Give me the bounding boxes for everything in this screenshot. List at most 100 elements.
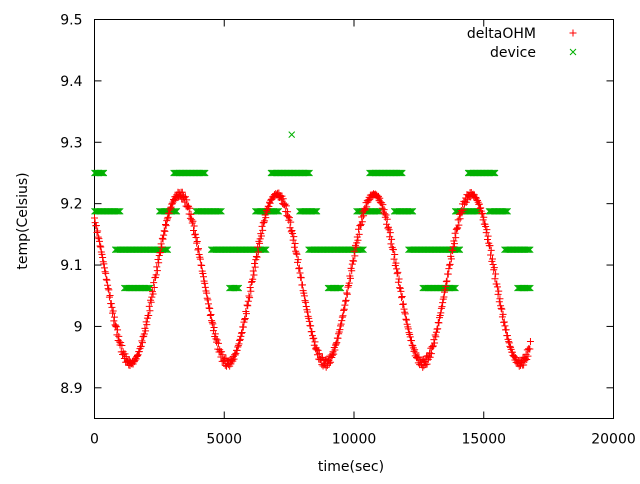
series-deltaohm	[91, 188, 534, 371]
data-point-deltaohm	[145, 302, 153, 310]
data-point-deltaohm	[380, 206, 388, 214]
data-point-deltaohm	[438, 303, 446, 311]
data-point-deltaohm	[434, 325, 442, 333]
x-tick-label: 5000	[206, 432, 242, 448]
data-point-deltaohm	[503, 331, 511, 339]
data-point-deltaohm	[396, 284, 404, 292]
data-point-deltaohm	[91, 214, 98, 222]
data-point-deltaohm	[488, 255, 496, 263]
data-point-deltaohm	[98, 250, 106, 258]
data-point-deltaohm	[94, 227, 102, 235]
legend-entry-device: device	[490, 45, 577, 61]
data-point-deltaohm	[450, 240, 458, 248]
data-point-deltaohm	[378, 199, 386, 207]
data-point-deltaohm	[346, 274, 354, 282]
data-point-device	[306, 169, 313, 177]
data-point-device	[261, 246, 269, 254]
data-point-device	[312, 207, 320, 215]
data-point-device	[260, 246, 268, 254]
data-point-deltaohm	[500, 318, 508, 326]
data-point-deltaohm	[300, 292, 308, 300]
data-point-deltaohm	[345, 279, 353, 287]
data-point-deltaohm	[299, 281, 307, 289]
data-point-device	[273, 207, 280, 215]
data-point-deltaohm	[104, 281, 112, 289]
data-point-device	[455, 246, 463, 254]
data-point-deltaohm	[262, 214, 270, 222]
data-point-deltaohm	[439, 299, 447, 307]
data-point-deltaohm	[194, 246, 202, 254]
data-point-deltaohm	[108, 303, 116, 311]
data-point-deltaohm	[143, 321, 151, 329]
data-point-deltaohm	[201, 283, 209, 291]
data-point-deltaohm	[387, 240, 395, 248]
data-point-deltaohm	[497, 304, 505, 312]
data-point-deltaohm	[336, 326, 344, 334]
data-point-deltaohm	[429, 343, 437, 351]
data-point-deltaohm	[491, 275, 499, 283]
data-point-deltaohm	[296, 269, 304, 277]
data-point-deltaohm	[452, 225, 460, 233]
data-point-deltaohm	[115, 338, 123, 346]
data-point-deltaohm	[209, 320, 217, 328]
data-point-device	[235, 284, 243, 292]
data-point-deltaohm	[231, 351, 239, 359]
y-tick-label: 9.5	[60, 13, 82, 29]
data-point-deltaohm	[390, 255, 398, 263]
data-point-deltaohm	[158, 234, 166, 242]
data-point-deltaohm	[199, 273, 207, 281]
data-point-deltaohm	[251, 259, 259, 267]
data-point-deltaohm	[328, 351, 336, 359]
data-point-deltaohm	[432, 333, 440, 341]
data-point-deltaohm	[332, 340, 340, 348]
data-point-deltaohm	[157, 240, 165, 248]
data-point-deltaohm	[429, 342, 437, 350]
data-point-deltaohm	[183, 196, 191, 204]
data-point-deltaohm	[459, 206, 467, 214]
data-point-deltaohm	[201, 279, 209, 287]
data-point-deltaohm	[261, 217, 269, 225]
data-point-deltaohm	[187, 210, 195, 218]
data-point-deltaohm	[238, 328, 246, 336]
data-point-deltaohm	[147, 298, 155, 306]
data-point-deltaohm	[93, 229, 101, 237]
data-point-deltaohm	[394, 278, 402, 286]
data-point-deltaohm	[280, 201, 288, 209]
x-tick-label: 0	[90, 432, 99, 448]
data-point-deltaohm	[157, 248, 165, 256]
data-point-deltaohm	[508, 348, 516, 356]
data-point-deltaohm	[401, 310, 409, 318]
data-point-deltaohm	[482, 223, 490, 231]
data-point-deltaohm	[399, 300, 407, 308]
legend-label-deltaohm: deltaOHM	[467, 26, 536, 42]
data-point-deltaohm	[287, 228, 295, 236]
data-point-deltaohm	[236, 335, 244, 343]
data-point-deltaohm	[426, 353, 434, 361]
data-point-deltaohm	[160, 227, 168, 235]
data-point-deltaohm	[232, 349, 240, 357]
data-point-device	[337, 284, 345, 292]
data-point-deltaohm	[212, 335, 220, 343]
data-point-deltaohm	[94, 233, 102, 241]
data-point-deltaohm	[230, 355, 238, 363]
data-point-deltaohm	[184, 203, 192, 211]
data-point-deltaohm	[388, 235, 396, 243]
data-point-deltaohm	[430, 336, 438, 344]
data-point-deltaohm	[479, 209, 487, 217]
data-point-deltaohm	[210, 324, 218, 332]
data-point-deltaohm	[394, 268, 402, 276]
data-point-deltaohm	[379, 201, 387, 209]
data-point-deltaohm	[288, 227, 296, 235]
data-point-device	[172, 207, 180, 215]
data-point-deltaohm	[293, 250, 301, 258]
data-point-deltaohm	[153, 263, 161, 271]
data-point-deltaohm	[159, 235, 167, 243]
series-layer	[91, 131, 534, 371]
data-point-deltaohm	[477, 204, 485, 212]
data-point-device	[449, 284, 457, 292]
data-point-deltaohm	[265, 203, 273, 211]
y-axis-label: temp(Celsius)	[15, 172, 31, 269]
data-point-deltaohm	[405, 329, 413, 337]
data-point-device	[100, 169, 108, 177]
